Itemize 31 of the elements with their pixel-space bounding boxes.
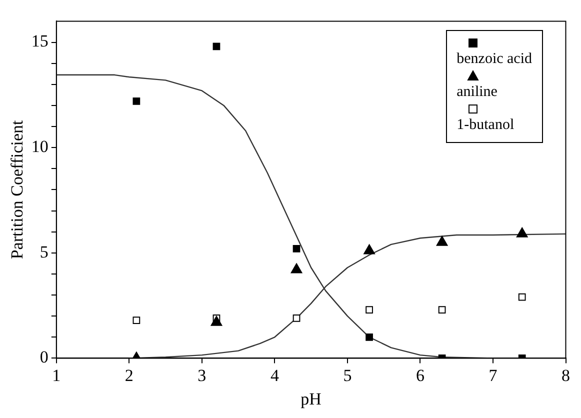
y-tick-label: 5 [40,242,48,262]
point [366,306,373,314]
y-tick-label: 15 [31,32,48,51]
point [516,227,528,238]
x-tick-label: 1 [52,366,61,385]
legend-label: 1-butanol [456,117,516,134]
y-tick-label: 0 [40,348,48,367]
x-tick-label: 4 [270,366,280,385]
point [290,263,302,274]
x-tick-label: 3 [198,366,206,385]
x-tick-label: 7 [488,366,498,385]
point [438,306,446,314]
point [292,244,300,252]
point [132,98,140,105]
point [364,244,375,254]
point [212,42,220,50]
point [292,314,300,322]
y-axis-title: Partition Coefficient [8,120,27,260]
point [518,293,526,301]
legend-label: benzoic acid [456,51,532,68]
x-tick-label: 6 [416,366,424,385]
x-tick-label: 8 [562,366,570,385]
y-tick-label: 10 [31,137,48,156]
point [366,333,373,341]
point [132,316,140,324]
x-tick-label: 5 [343,366,352,385]
x-tick-label: 2 [124,366,134,385]
x-axis-title: pH [300,389,322,408]
legend-label: aniline [456,84,498,101]
point [436,236,448,246]
point [210,316,222,326]
